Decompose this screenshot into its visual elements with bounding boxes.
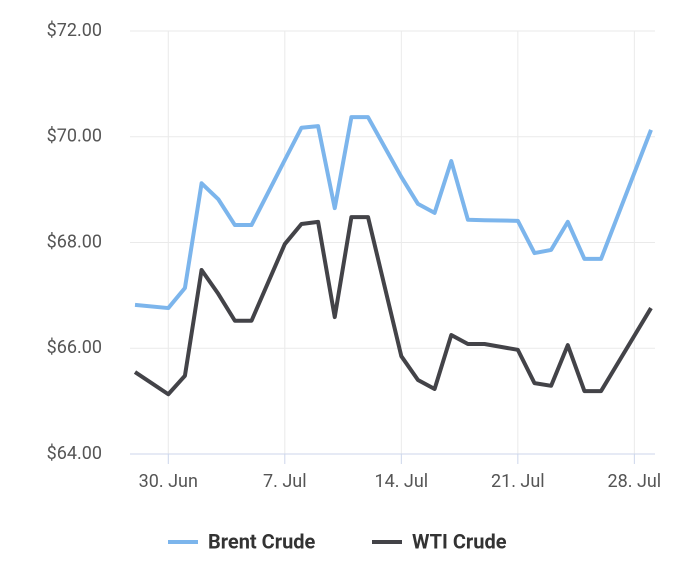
x-tick-label: 14. Jul <box>374 471 428 492</box>
y-tick-label: $70.00 <box>47 126 102 147</box>
series-line <box>134 115 653 311</box>
x-tick-label: 30. Jun <box>139 471 198 492</box>
y-tick-label: $64.00 <box>47 443 102 464</box>
y-tick-label: $68.00 <box>47 231 102 252</box>
x-tick-label: 7. Jul <box>263 471 307 492</box>
x-tick-label: 28. Jul <box>608 471 662 492</box>
series-line <box>133 215 653 397</box>
x-tick-label: 21. Jul <box>491 471 545 492</box>
legend-label[interactable]: WTI Crude <box>412 529 507 553</box>
y-tick-label: $72.00 <box>47 20 102 41</box>
y-tick-label: $66.00 <box>47 337 102 358</box>
legend-label[interactable]: Brent Crude <box>208 529 316 553</box>
